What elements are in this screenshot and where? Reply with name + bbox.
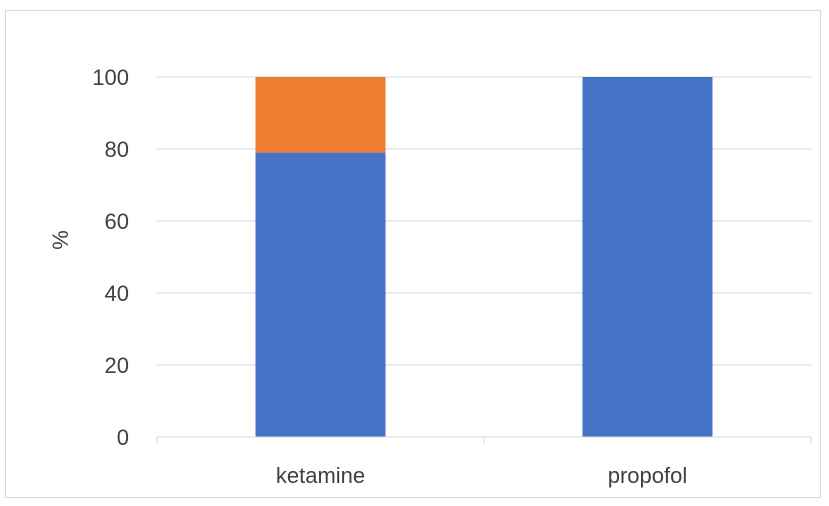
- y-tick-label: 80: [105, 137, 129, 162]
- bars: [255, 77, 713, 437]
- bar-propofol-segment-1: [582, 77, 713, 437]
- x-tick-label-propofol: propofol: [608, 463, 688, 488]
- y-tick-label: 100: [92, 65, 129, 90]
- y-tick-label: 60: [105, 209, 129, 234]
- y-tick-label: 0: [117, 425, 129, 450]
- bar-ketamine-segment-2: [255, 77, 386, 153]
- x-axis-tick-labels: ketamine propofol: [276, 463, 687, 488]
- y-tick-label: 40: [105, 281, 129, 306]
- bar-ketamine-segment-1: [255, 152, 386, 437]
- y-tick-label: 20: [105, 353, 129, 378]
- y-axis-tick-labels: 0 20 40 60 80 100: [92, 65, 129, 450]
- x-axis: [156, 436, 812, 444]
- y-axis-title: %: [48, 230, 73, 250]
- x-tick-label-ketamine: ketamine: [276, 463, 365, 488]
- gridlines: [157, 76, 811, 366]
